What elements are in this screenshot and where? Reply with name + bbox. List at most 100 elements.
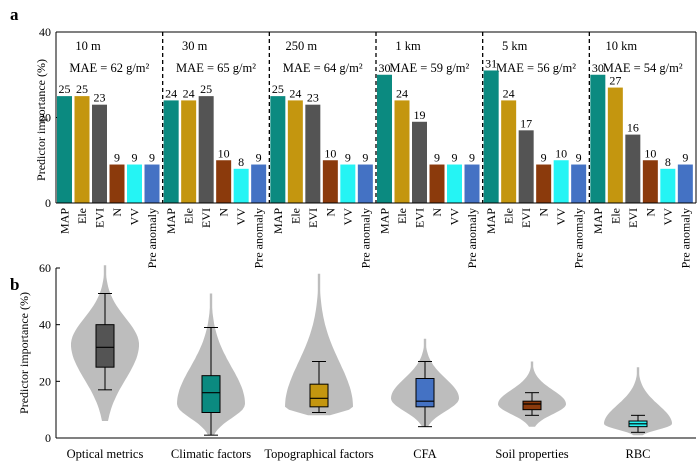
bar-value-label: 31: [485, 56, 497, 70]
bar-30-m-pre-anomaly: [251, 164, 267, 203]
bar-value-label: 24: [289, 86, 301, 100]
bar-10-m-map: [57, 96, 72, 203]
x-category-label: Pre anomaly: [678, 208, 692, 268]
bar-value-label: 25: [76, 82, 88, 96]
group-mae: MAE = 56 g/m²: [496, 61, 576, 75]
panel-a-y-ticks: 0 20 40: [39, 25, 60, 210]
x-category-label: N: [430, 208, 444, 217]
x-category-label: Pre anomaly: [358, 208, 372, 268]
bar-1-km-pre-anomaly: [464, 164, 480, 203]
group-10-m: 10 m MAE = 62 g/m² 25 MAP 25 Ele 23 EVI 9 N 9 VV 9 Pr…: [57, 39, 160, 268]
box-iqr: [309, 383, 329, 408]
group-title: 10 m: [75, 39, 101, 53]
bar-value-label: 8: [238, 155, 244, 169]
x-category-label: MAP: [271, 208, 285, 234]
bar-value-label: 9: [256, 151, 262, 165]
bar-value-label: 9: [114, 151, 120, 165]
x-category-label: N: [110, 208, 124, 217]
group-mae: MAE = 59 g/m²: [389, 61, 469, 75]
violin-climatic-factors: Climatic factors: [171, 293, 251, 461]
bar-value-label: 16: [627, 121, 639, 135]
bar-value-label: 9: [469, 151, 475, 165]
bar-10-km-evi: [625, 134, 641, 203]
group-mae: MAE = 65 g/m²: [176, 61, 256, 75]
x-category-label: MAP: [164, 208, 178, 234]
x-category-label: Ele: [288, 208, 302, 224]
bar-250-m-vv: [340, 164, 356, 203]
panel-a-y-tick-label: 0: [45, 196, 51, 210]
bar-1-km-vv: [447, 164, 462, 203]
bar-250-m-n: [322, 160, 338, 203]
bar-5-km-n: [536, 164, 552, 203]
violin-category-label: Climatic factors: [171, 447, 251, 461]
bar-30-m-n: [216, 160, 232, 203]
bar-value-label: 10: [324, 146, 336, 160]
x-category-label: N: [323, 208, 337, 217]
x-category-label: EVI: [306, 208, 320, 228]
group-30-m: 30 m MAE = 65 g/m² 24 MAP 24 Ele 25 EVI 10 N 8 VV 9 P…: [162, 32, 267, 268]
x-category-label: VV: [341, 208, 355, 226]
bar-10-m-ele: [74, 96, 90, 203]
bar-30-m-ele: [181, 100, 197, 203]
panel-b-y-axis-title: Predictor importance (%): [17, 292, 31, 414]
panel-b-y-tick-label: 0: [45, 431, 51, 445]
bar-value-label: 23: [94, 91, 106, 105]
x-category-label: VV: [128, 208, 142, 226]
violin-soil-properties: Soil properties: [495, 361, 569, 461]
x-category-label: Pre anomaly: [145, 208, 159, 268]
violin-cfa: CFA: [391, 338, 459, 461]
panel-a-y-axis-title: Predictor importance (%): [34, 59, 48, 181]
panel-a-y-tick-label: 20: [39, 111, 51, 125]
bar-250-m-pre-anomaly: [357, 164, 373, 203]
x-category-label: VV: [234, 208, 248, 226]
bar-value-label: 9: [132, 151, 138, 165]
group-title: 10 km: [606, 39, 638, 53]
bar-10-km-vv: [660, 168, 676, 203]
panel-a-label: a: [10, 5, 19, 24]
x-category-label: EVI: [93, 208, 107, 228]
x-category-label: EVI: [199, 208, 213, 228]
violin-optical-metrics: Optical metrics: [67, 265, 144, 461]
bar-value-label: 24: [183, 86, 195, 100]
x-category-label: VV: [448, 208, 462, 226]
bar-value-label: 9: [434, 151, 440, 165]
x-category-label: EVI: [413, 208, 427, 228]
violin-topographical-factors: Topographical factors: [264, 273, 374, 461]
bar-250-m-map: [270, 96, 286, 203]
bar-30-m-map: [163, 100, 179, 203]
bar-1-km-map: [377, 74, 392, 203]
group-title: 1 km: [395, 39, 421, 53]
x-category-label: Ele: [608, 208, 622, 224]
bar-10-km-ele: [607, 87, 623, 203]
box-iqr: [415, 378, 435, 408]
bar-value-label: 9: [452, 151, 458, 165]
bar-250-m-evi: [305, 104, 321, 203]
bar-value-label: 24: [165, 86, 177, 100]
x-category-label: Ele: [182, 208, 196, 224]
panel-b-label: b: [10, 275, 19, 294]
panel-a-y-tick-label: 40: [39, 25, 51, 39]
group-title: 30 m: [182, 39, 208, 53]
x-category-label: MAP: [378, 208, 392, 234]
bar-10-km-map: [590, 74, 606, 203]
bar-value-label: 9: [682, 151, 688, 165]
panel-b-y-tick-label: 20: [39, 374, 51, 388]
bar-value-label: 27: [609, 74, 621, 88]
bar-10-m-evi: [92, 104, 107, 203]
x-category-label: MAP: [484, 208, 498, 234]
x-category-label: Pre anomaly: [465, 208, 479, 268]
panel-b-y-tick-label: 60: [39, 261, 51, 275]
x-category-label: N: [537, 208, 551, 217]
bar-value-label: 10: [555, 146, 567, 160]
violin-category-label: Topographical factors: [264, 447, 373, 461]
bar-5-km-ele: [501, 100, 517, 203]
bar-value-label: 9: [345, 151, 351, 165]
violin-category-label: Optical metrics: [67, 447, 144, 461]
bar-30-m-vv: [233, 168, 249, 203]
violin-body: [604, 367, 672, 436]
bar-value-label: 19: [414, 108, 426, 122]
group-title: 5 km: [502, 39, 528, 53]
x-category-label: EVI: [626, 208, 640, 228]
bar-value-label: 30: [379, 61, 391, 75]
